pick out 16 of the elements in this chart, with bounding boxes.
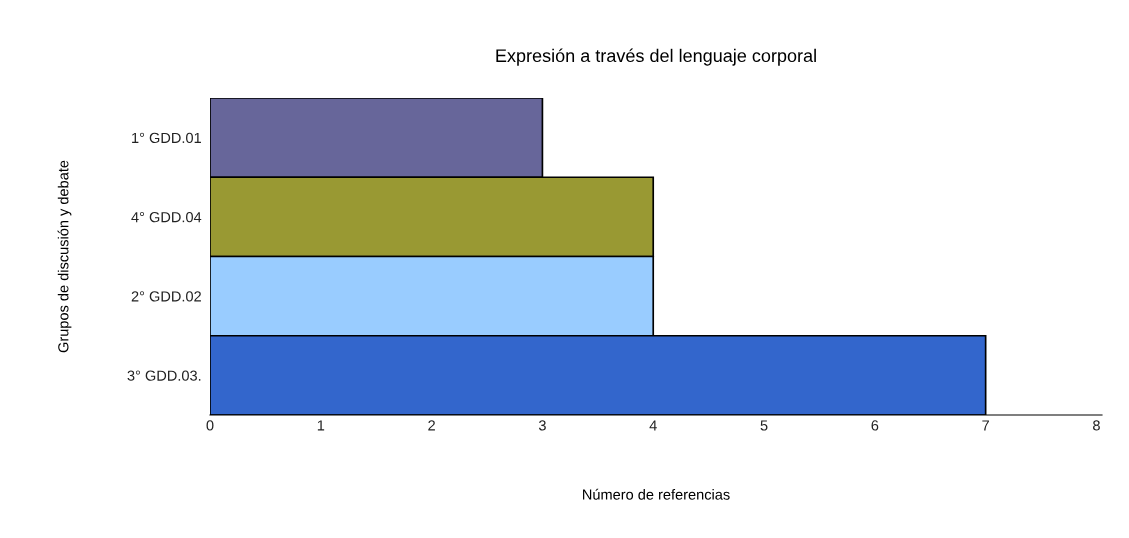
y-tick-label: 3° GDD.03. <box>127 370 201 381</box>
x-tick-label: 0 <box>206 420 214 431</box>
x-tick-label: 7 <box>982 420 989 431</box>
x-tick-label: 5 <box>760 420 768 431</box>
y-tick-label: 4° GDD.04 <box>131 211 202 223</box>
x-tick-label: 8 <box>1093 420 1100 431</box>
x-tick-label: 6 <box>871 420 879 431</box>
x-tick-label: 2 <box>428 420 435 431</box>
y-tick-label: 2° GDD.02 <box>131 291 201 302</box>
y-axis-title: Grupos de discusión y debate <box>57 160 72 353</box>
x-tick-label: 4 <box>649 420 657 431</box>
chart-title: Expresión a través del lenguaje corporal <box>496 48 816 66</box>
x-tick-label: 3 <box>538 420 546 431</box>
x-axis-title: Número de referencias <box>583 488 730 500</box>
x-tick-label: 1 <box>317 420 325 431</box>
y-tick-label: 1° GDD.01 <box>132 132 201 144</box>
